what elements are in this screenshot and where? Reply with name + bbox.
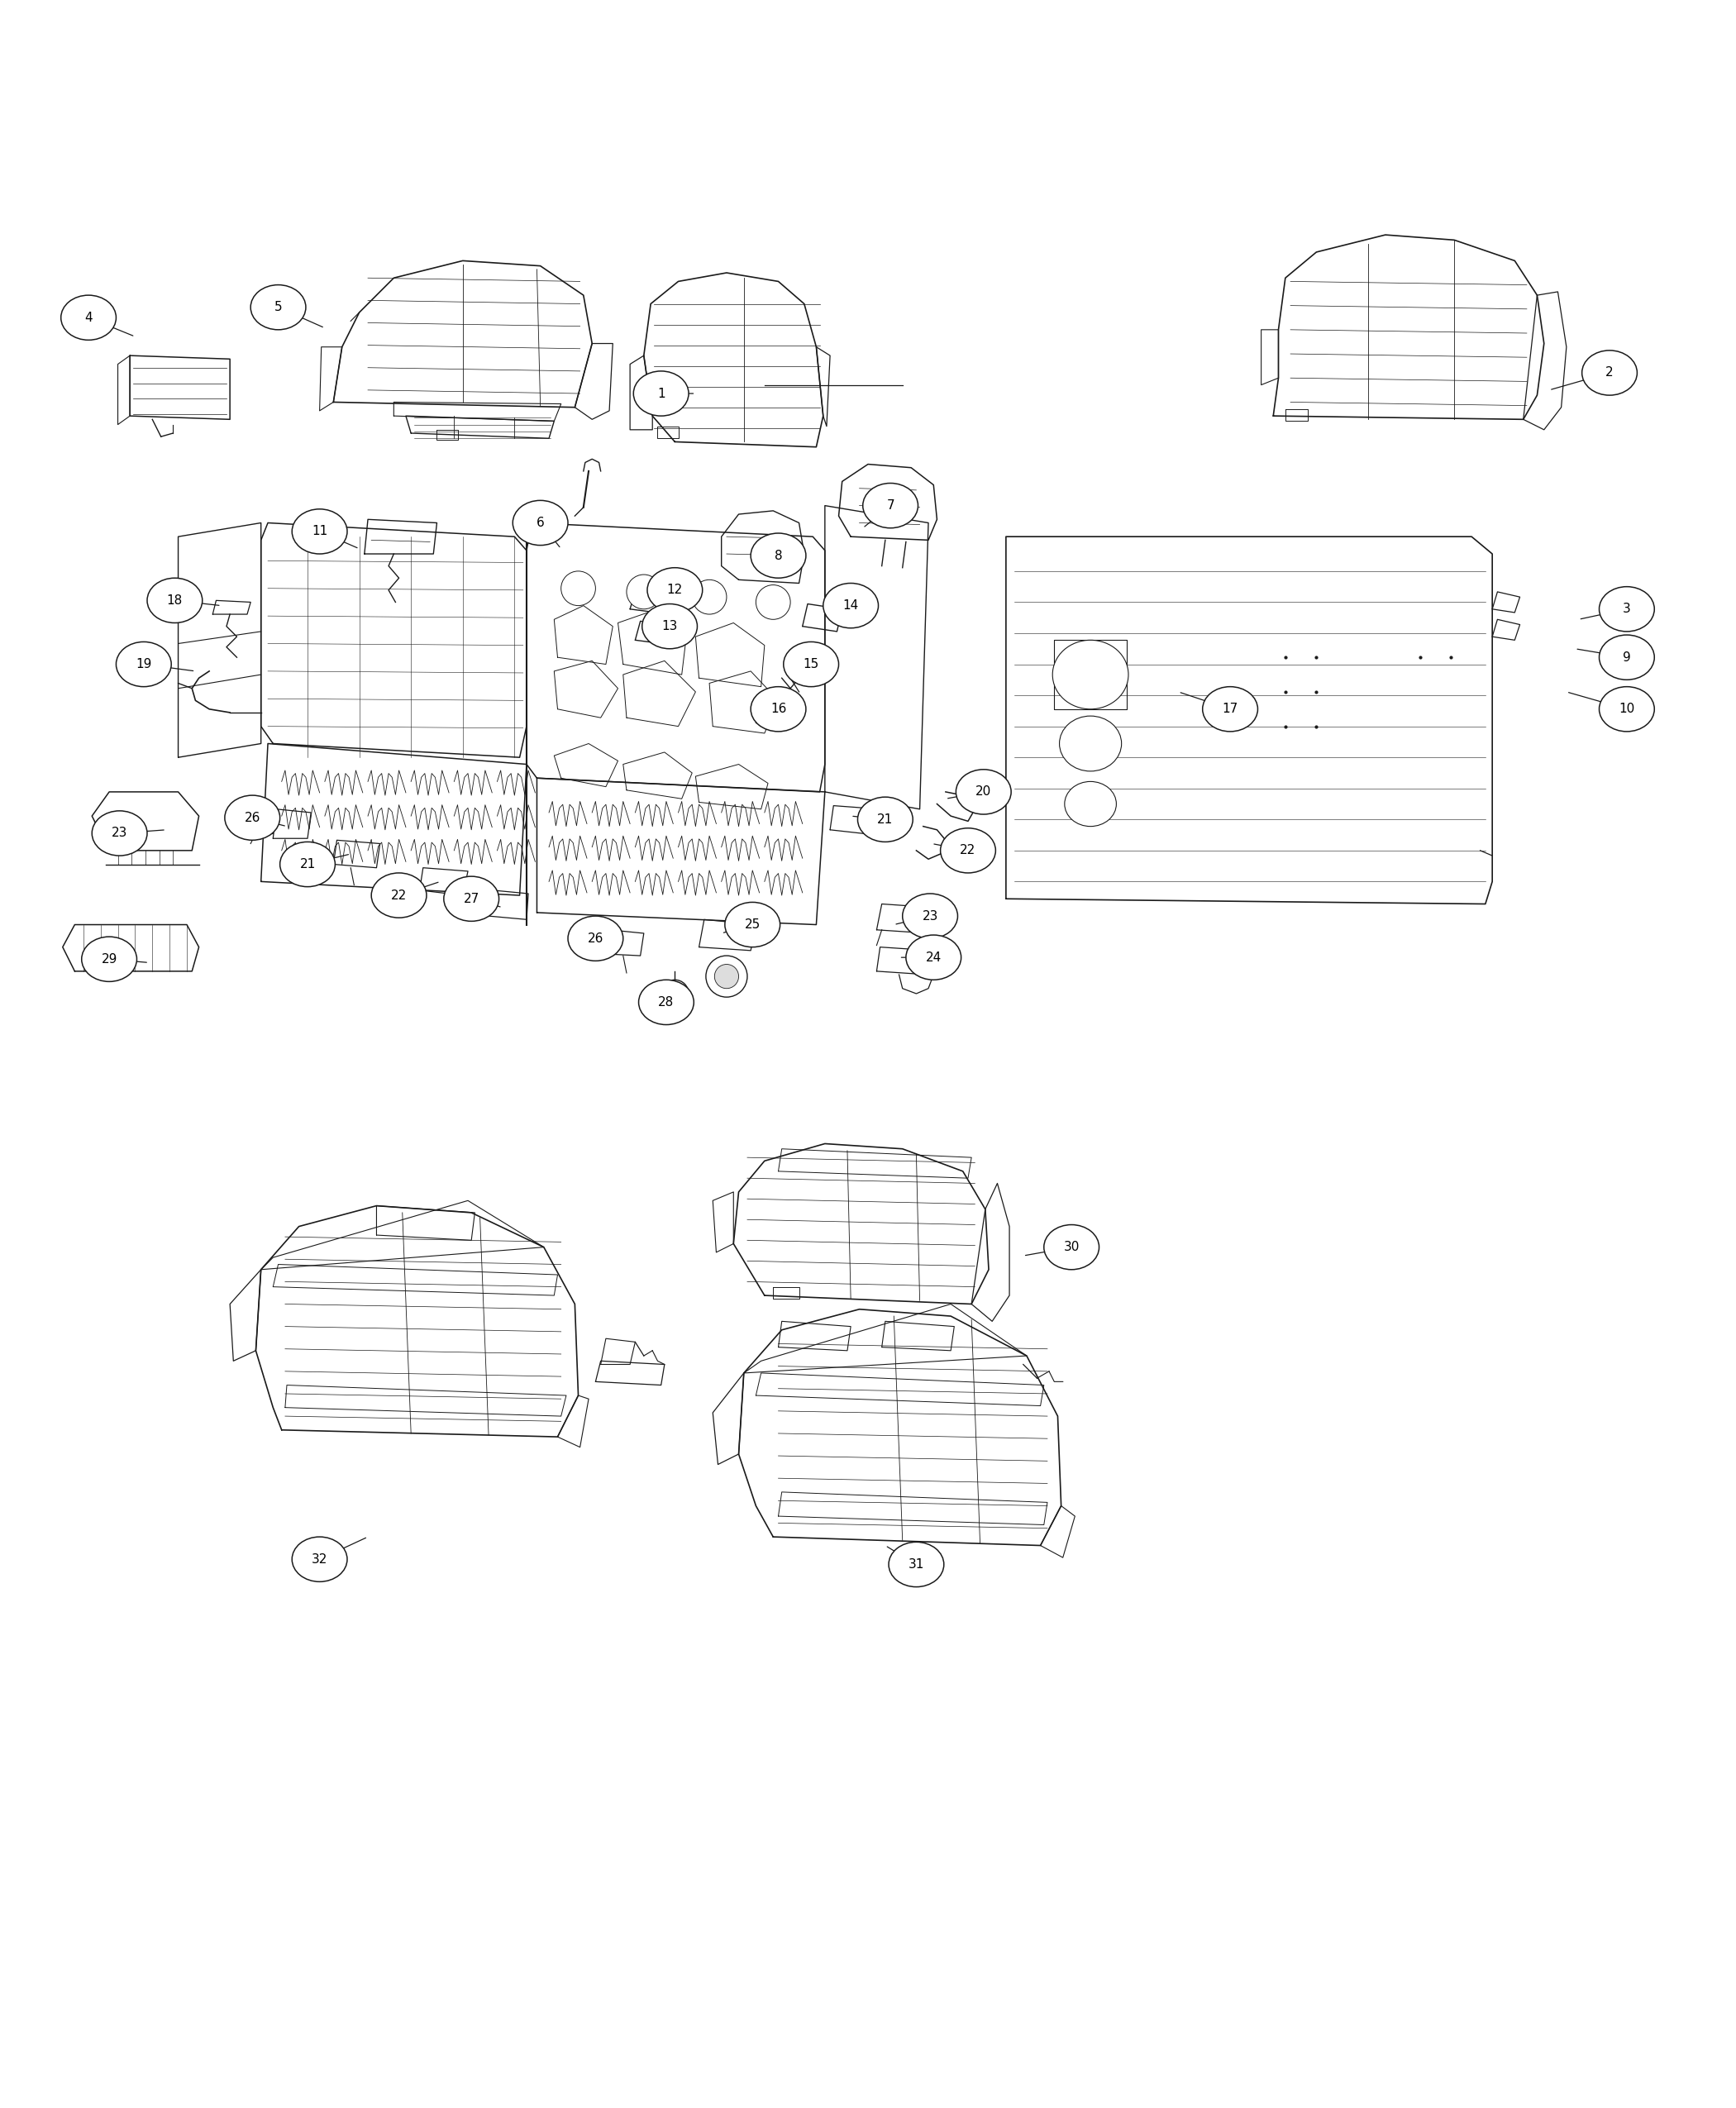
Ellipse shape	[148, 578, 203, 622]
Circle shape	[755, 584, 790, 620]
Ellipse shape	[941, 828, 996, 873]
Text: 7: 7	[887, 500, 894, 512]
Text: 32: 32	[311, 1554, 328, 1566]
Text: 12: 12	[667, 584, 682, 597]
Text: 30: 30	[1064, 1242, 1080, 1254]
Ellipse shape	[823, 584, 878, 628]
Text: 5: 5	[274, 301, 283, 314]
Ellipse shape	[116, 641, 172, 687]
Text: 21: 21	[300, 858, 316, 871]
Ellipse shape	[639, 980, 694, 1024]
Ellipse shape	[903, 894, 958, 938]
Ellipse shape	[82, 936, 137, 982]
Text: 26: 26	[587, 932, 604, 944]
Ellipse shape	[750, 687, 806, 731]
Ellipse shape	[279, 841, 335, 887]
Ellipse shape	[1599, 687, 1654, 731]
Ellipse shape	[634, 371, 689, 415]
Text: 29: 29	[101, 953, 118, 965]
Text: 24: 24	[925, 951, 941, 963]
Circle shape	[715, 963, 738, 989]
Ellipse shape	[224, 795, 279, 841]
Text: 22: 22	[960, 845, 976, 856]
Circle shape	[707, 955, 746, 997]
Ellipse shape	[1043, 1225, 1099, 1269]
Text: 31: 31	[908, 1558, 924, 1570]
Ellipse shape	[863, 483, 918, 527]
Ellipse shape	[92, 812, 148, 856]
Ellipse shape	[1064, 782, 1116, 826]
Text: 19: 19	[135, 658, 151, 670]
Ellipse shape	[61, 295, 116, 339]
Ellipse shape	[568, 917, 623, 961]
Ellipse shape	[750, 533, 806, 578]
Text: 20: 20	[976, 786, 991, 799]
Text: 8: 8	[774, 550, 783, 563]
Circle shape	[627, 575, 661, 609]
Text: 2: 2	[1606, 367, 1613, 379]
Ellipse shape	[1203, 687, 1259, 731]
Text: 27: 27	[464, 892, 479, 904]
Text: 15: 15	[804, 658, 819, 670]
Circle shape	[561, 571, 595, 605]
Ellipse shape	[1059, 717, 1121, 772]
Ellipse shape	[906, 936, 962, 980]
Text: 17: 17	[1222, 702, 1238, 715]
Text: 22: 22	[391, 890, 406, 902]
Ellipse shape	[889, 1543, 944, 1587]
Ellipse shape	[858, 797, 913, 841]
Ellipse shape	[250, 285, 306, 329]
Ellipse shape	[957, 769, 1010, 814]
Text: 6: 6	[536, 516, 545, 529]
Text: 25: 25	[745, 919, 760, 932]
Text: 1: 1	[658, 388, 665, 401]
Ellipse shape	[726, 902, 779, 946]
Ellipse shape	[1599, 586, 1654, 632]
Text: 14: 14	[842, 599, 859, 611]
Text: 16: 16	[771, 702, 786, 715]
Circle shape	[693, 580, 727, 613]
Ellipse shape	[512, 500, 568, 546]
Text: 18: 18	[167, 594, 182, 607]
Ellipse shape	[1052, 641, 1128, 708]
Ellipse shape	[783, 641, 838, 687]
Circle shape	[661, 980, 689, 1008]
Text: 4: 4	[85, 312, 92, 325]
Text: 13: 13	[661, 620, 677, 632]
Text: 28: 28	[658, 997, 674, 1008]
Ellipse shape	[1599, 635, 1654, 679]
Ellipse shape	[444, 877, 498, 921]
Text: 9: 9	[1623, 651, 1630, 664]
Ellipse shape	[642, 603, 698, 649]
Text: 3: 3	[1623, 603, 1630, 616]
Text: 21: 21	[877, 814, 894, 826]
Ellipse shape	[372, 873, 427, 917]
Text: 11: 11	[312, 525, 328, 538]
Ellipse shape	[648, 567, 703, 613]
Ellipse shape	[292, 1537, 347, 1581]
Text: 23: 23	[111, 826, 127, 839]
Text: 23: 23	[922, 911, 937, 921]
Text: 26: 26	[245, 812, 260, 824]
Ellipse shape	[1581, 350, 1637, 394]
Text: 10: 10	[1620, 702, 1635, 715]
Ellipse shape	[292, 508, 347, 554]
